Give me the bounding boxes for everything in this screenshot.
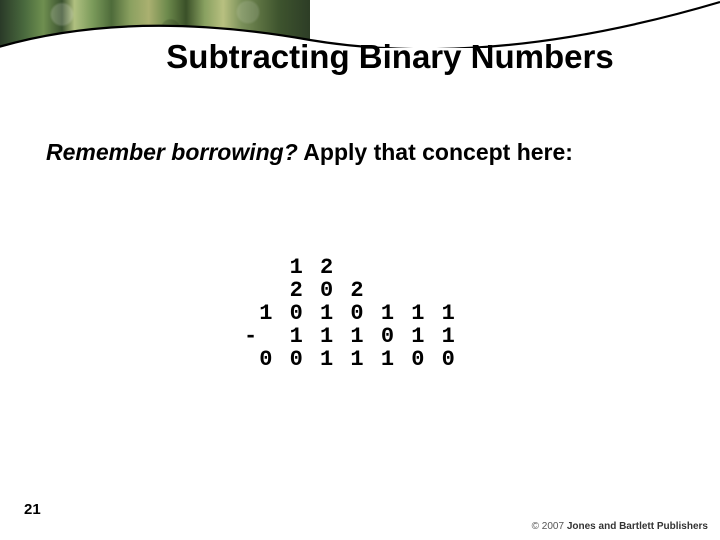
prompt-text: Remember borrowing? Apply that concept h… xyxy=(46,138,674,167)
prompt-rest: Apply that concept here: xyxy=(298,139,573,165)
copyright-year: © 2007 xyxy=(532,521,564,532)
copyright-notice: © 2007 Jones and Bartlett Publishers xyxy=(532,521,708,532)
prompt-italic: Remember borrowing? xyxy=(46,139,298,165)
slide-title: Subtracting Binary Numbers xyxy=(0,38,720,76)
content-box: Remember borrowing? Apply that concept h… xyxy=(46,138,674,478)
subtraction-work: 1 2 2 0 2 1 0 1 0 1 1 1 - 1 1 1 0 1 1 0 … xyxy=(46,256,674,371)
page-number: 21 xyxy=(24,501,41,518)
copyright-publisher: Jones and Bartlett Publishers xyxy=(567,521,708,532)
